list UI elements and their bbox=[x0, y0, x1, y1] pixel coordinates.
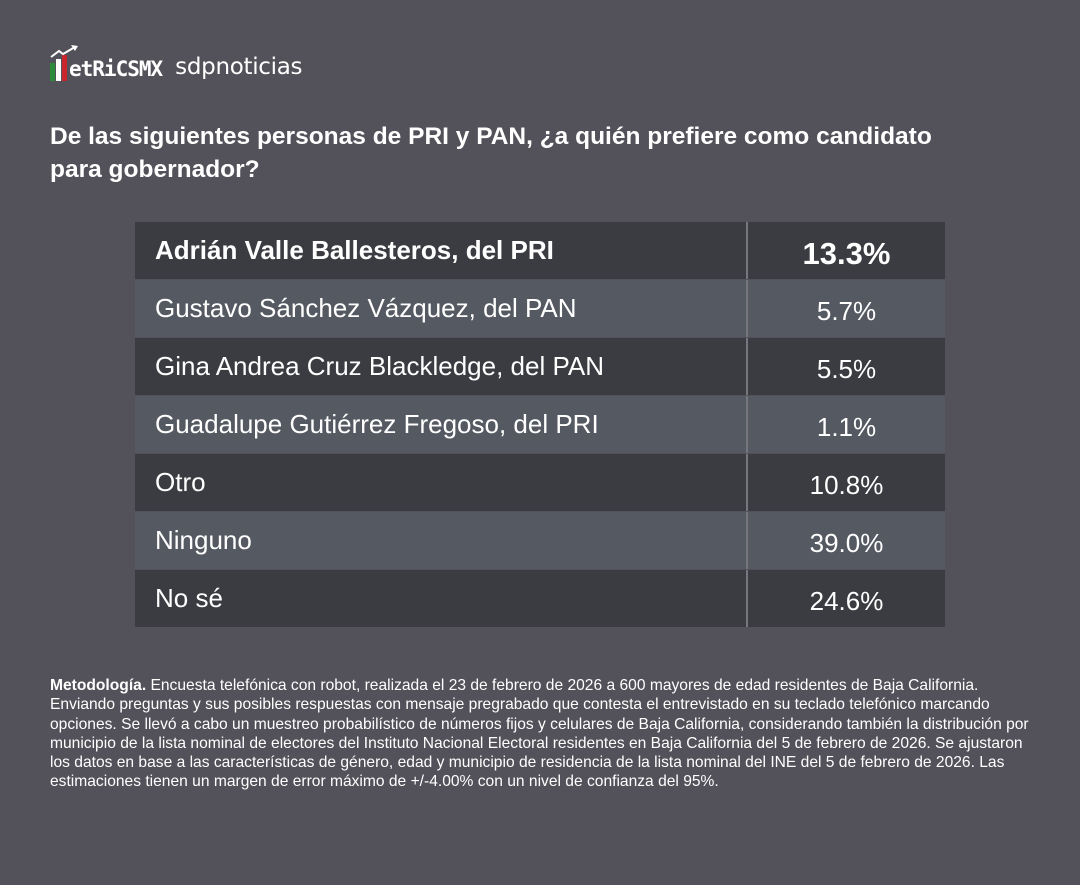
candidate-percent: 5.7% bbox=[816, 296, 877, 326]
candidate-name: Gustavo Sánchez Vázquez, del PAN bbox=[135, 280, 748, 337]
table-row: No sé 24.6% bbox=[135, 570, 945, 627]
table-row: Otro 10.8% bbox=[135, 454, 945, 511]
table-row: Guadalupe Gutiérrez Fregoso, del PRI 1.1… bbox=[135, 396, 945, 453]
metricsmx-wordmark: etRiCSMX bbox=[69, 57, 163, 81]
option-name: Otro bbox=[135, 454, 748, 511]
results-table: Adrián Valle Ballesteros, del PRI 13.3% … bbox=[135, 222, 945, 628]
option-name: Ninguno bbox=[135, 512, 748, 569]
option-percent: 10.8% bbox=[809, 470, 884, 500]
option-percent: 24.6% bbox=[809, 586, 884, 616]
candidate-percent: 1.1% bbox=[816, 412, 877, 442]
brand-logos: etRiCSMX sdpnoticias bbox=[50, 45, 303, 84]
trend-arrow-icon bbox=[50, 45, 78, 58]
flag-bars-icon bbox=[50, 53, 68, 81]
candidate-percent: 5.5% bbox=[816, 354, 877, 384]
table-row: Gina Andrea Cruz Blackledge, del PAN 5.5… bbox=[135, 338, 945, 395]
table-row: Ninguno 39.0% bbox=[135, 512, 945, 569]
candidate-name: Guadalupe Gutiérrez Fregoso, del PRI bbox=[135, 396, 748, 453]
question-title: De las siguientes personas de PRI y PAN,… bbox=[50, 123, 932, 183]
option-percent: 39.0% bbox=[809, 528, 884, 558]
methodology-text: Encuesta telefónica con robot, realizada… bbox=[50, 677, 1029, 791]
metricsmx-logo: etRiCSMX bbox=[50, 45, 163, 81]
candidate-name: Gina Andrea Cruz Blackledge, del PAN bbox=[135, 338, 748, 395]
table-row: Gustavo Sánchez Vázquez, del PAN 5.7% bbox=[135, 280, 945, 337]
methodology-label: Metodología. bbox=[50, 677, 147, 694]
methodology-note: Metodología. Encuesta telefónica con rob… bbox=[50, 676, 1040, 792]
sdpnoticias-logo: sdpnoticias bbox=[175, 54, 303, 80]
candidate-name: Adrián Valle Ballesteros, del PRI bbox=[135, 222, 748, 279]
table-row: Adrián Valle Ballesteros, del PRI 13.3% bbox=[135, 222, 945, 279]
option-name: No sé bbox=[135, 570, 748, 627]
candidate-percent: 13.3% bbox=[802, 235, 891, 271]
